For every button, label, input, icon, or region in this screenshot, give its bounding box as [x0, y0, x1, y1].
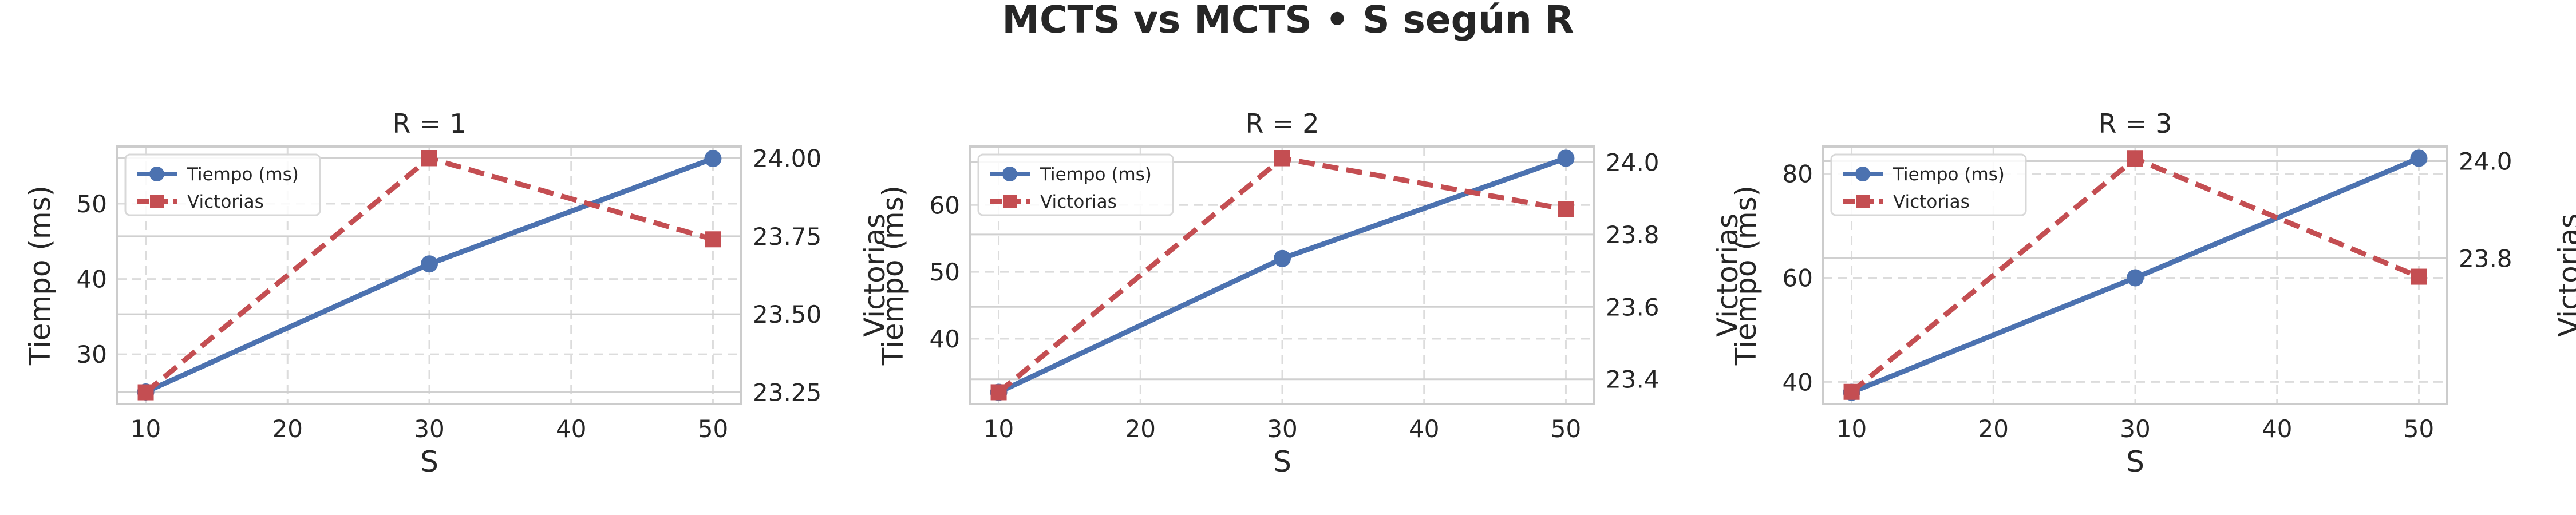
chart-panel-1: R = 1 10 20 30 40 50 30 40 50 23.25 23.50 23.75 24.0… — [23, 108, 891, 478]
y-tick-label: 50 — [930, 258, 960, 286]
y-axis-label: Tiempo (ms) — [1729, 185, 1763, 366]
data-point-victorias — [705, 231, 721, 248]
x-tick-label: 40 — [556, 415, 586, 443]
legend-marker-circle — [1002, 167, 1017, 181]
y-tick-label: 40 — [1783, 368, 1813, 396]
data-point-victorias — [990, 384, 1007, 401]
legend-label: Tiempo (ms) — [1893, 164, 2005, 185]
y-tick-label: 80 — [1783, 160, 1813, 188]
data-point-tiempo — [1274, 249, 1291, 267]
plot-frame — [116, 145, 742, 405]
y2-axis-label: Victorias — [1711, 213, 1744, 337]
y2-axis-label: Victorias — [2553, 213, 2576, 337]
panel-title: R = 2 — [1245, 108, 1319, 139]
x-axis-label: S — [2126, 445, 2144, 478]
legend-label: Victorias — [1893, 192, 1970, 212]
data-point-victorias — [2411, 268, 2427, 285]
y-tick-label: 60 — [930, 191, 960, 219]
data-point-tiempo — [704, 150, 722, 168]
legend-label: Victorias — [187, 192, 264, 212]
x-tick-label: 40 — [1409, 415, 1439, 443]
legend-label: Victorias — [1040, 192, 1117, 212]
y2-tick-label: 24.0 — [2459, 147, 2512, 175]
figure-title: MCTS vs MCTS • S según R — [1002, 0, 1574, 42]
data-point-victorias — [1843, 383, 1860, 400]
panel-title: R = 1 — [392, 108, 466, 139]
x-tick-label: 30 — [1267, 415, 1297, 443]
x-tick-label: 20 — [1978, 415, 2009, 443]
y2-tick-label: 23.25 — [753, 379, 821, 407]
y-tick-label: 30 — [77, 340, 107, 369]
chart-panel-2: R = 2 10 20 30 40 50 40 50 60 23.4 23.6 23.8 24.0 S Ti… — [876, 108, 1744, 478]
data-point-victorias — [2127, 150, 2143, 167]
plot-frame — [1822, 145, 2448, 405]
legend-label: Tiempo (ms) — [1040, 164, 1152, 185]
panel-title: R = 3 — [2098, 108, 2172, 139]
y2-tick-label: 24.00 — [753, 144, 821, 172]
x-tick-label: 30 — [414, 415, 444, 443]
x-tick-label: 30 — [2120, 415, 2150, 443]
data-point-victorias — [421, 150, 437, 167]
data-point-victorias — [1274, 150, 1290, 167]
y2-tick-label: 23.8 — [1606, 221, 1660, 249]
y2-tick-label: 23.8 — [2459, 244, 2512, 272]
chart-panel-3: R = 3 10 20 30 40 50 40 60 80 23.8 24.0 S Tiempo (ms… — [1729, 108, 2576, 478]
y2-tick-label: 24.0 — [1606, 148, 1660, 176]
y2-tick-label: 23.6 — [1606, 293, 1660, 321]
y-tick-label: 40 — [930, 325, 960, 353]
plot-frame — [969, 145, 1595, 405]
y-axis-label: Tiempo (ms) — [876, 185, 910, 366]
legend-marker-circle — [1855, 167, 1870, 181]
data-point-tiempo — [2127, 269, 2144, 287]
x-tick-label: 10 — [131, 415, 161, 443]
legend-marker-square — [150, 195, 164, 208]
y2-tick-label: 23.75 — [753, 223, 821, 251]
legend-marker-square — [1003, 195, 1017, 208]
x-tick-label: 10 — [983, 415, 1014, 443]
data-point-tiempo — [1557, 149, 1575, 167]
x-axis-label: S — [420, 445, 438, 478]
x-tick-label: 10 — [1836, 415, 1867, 443]
x-tick-label: 20 — [1125, 415, 1156, 443]
y2-tick-label: 23.50 — [753, 300, 821, 328]
data-point-tiempo — [2410, 149, 2428, 167]
x-tick-label: 50 — [2404, 415, 2434, 443]
x-tick-label: 40 — [2262, 415, 2292, 443]
y-tick-label: 40 — [77, 266, 107, 294]
x-tick-label: 50 — [1551, 415, 1581, 443]
data-point-tiempo — [421, 255, 438, 273]
x-axis-label: S — [1273, 445, 1291, 478]
legend-marker-circle — [149, 167, 164, 181]
legend-label: Tiempo (ms) — [187, 164, 299, 185]
y2-tick-label: 23.4 — [1606, 366, 1660, 394]
data-point-victorias — [1558, 201, 1574, 217]
data-point-victorias — [137, 384, 154, 401]
legend-marker-square — [1856, 195, 1870, 208]
x-tick-label: 50 — [698, 415, 728, 443]
x-tick-label: 20 — [272, 415, 303, 443]
y-axis-label: Tiempo (ms) — [23, 185, 57, 366]
y2-axis-label: Victorias — [858, 213, 891, 337]
y-tick-label: 60 — [1783, 264, 1813, 292]
y-tick-label: 50 — [77, 190, 107, 218]
